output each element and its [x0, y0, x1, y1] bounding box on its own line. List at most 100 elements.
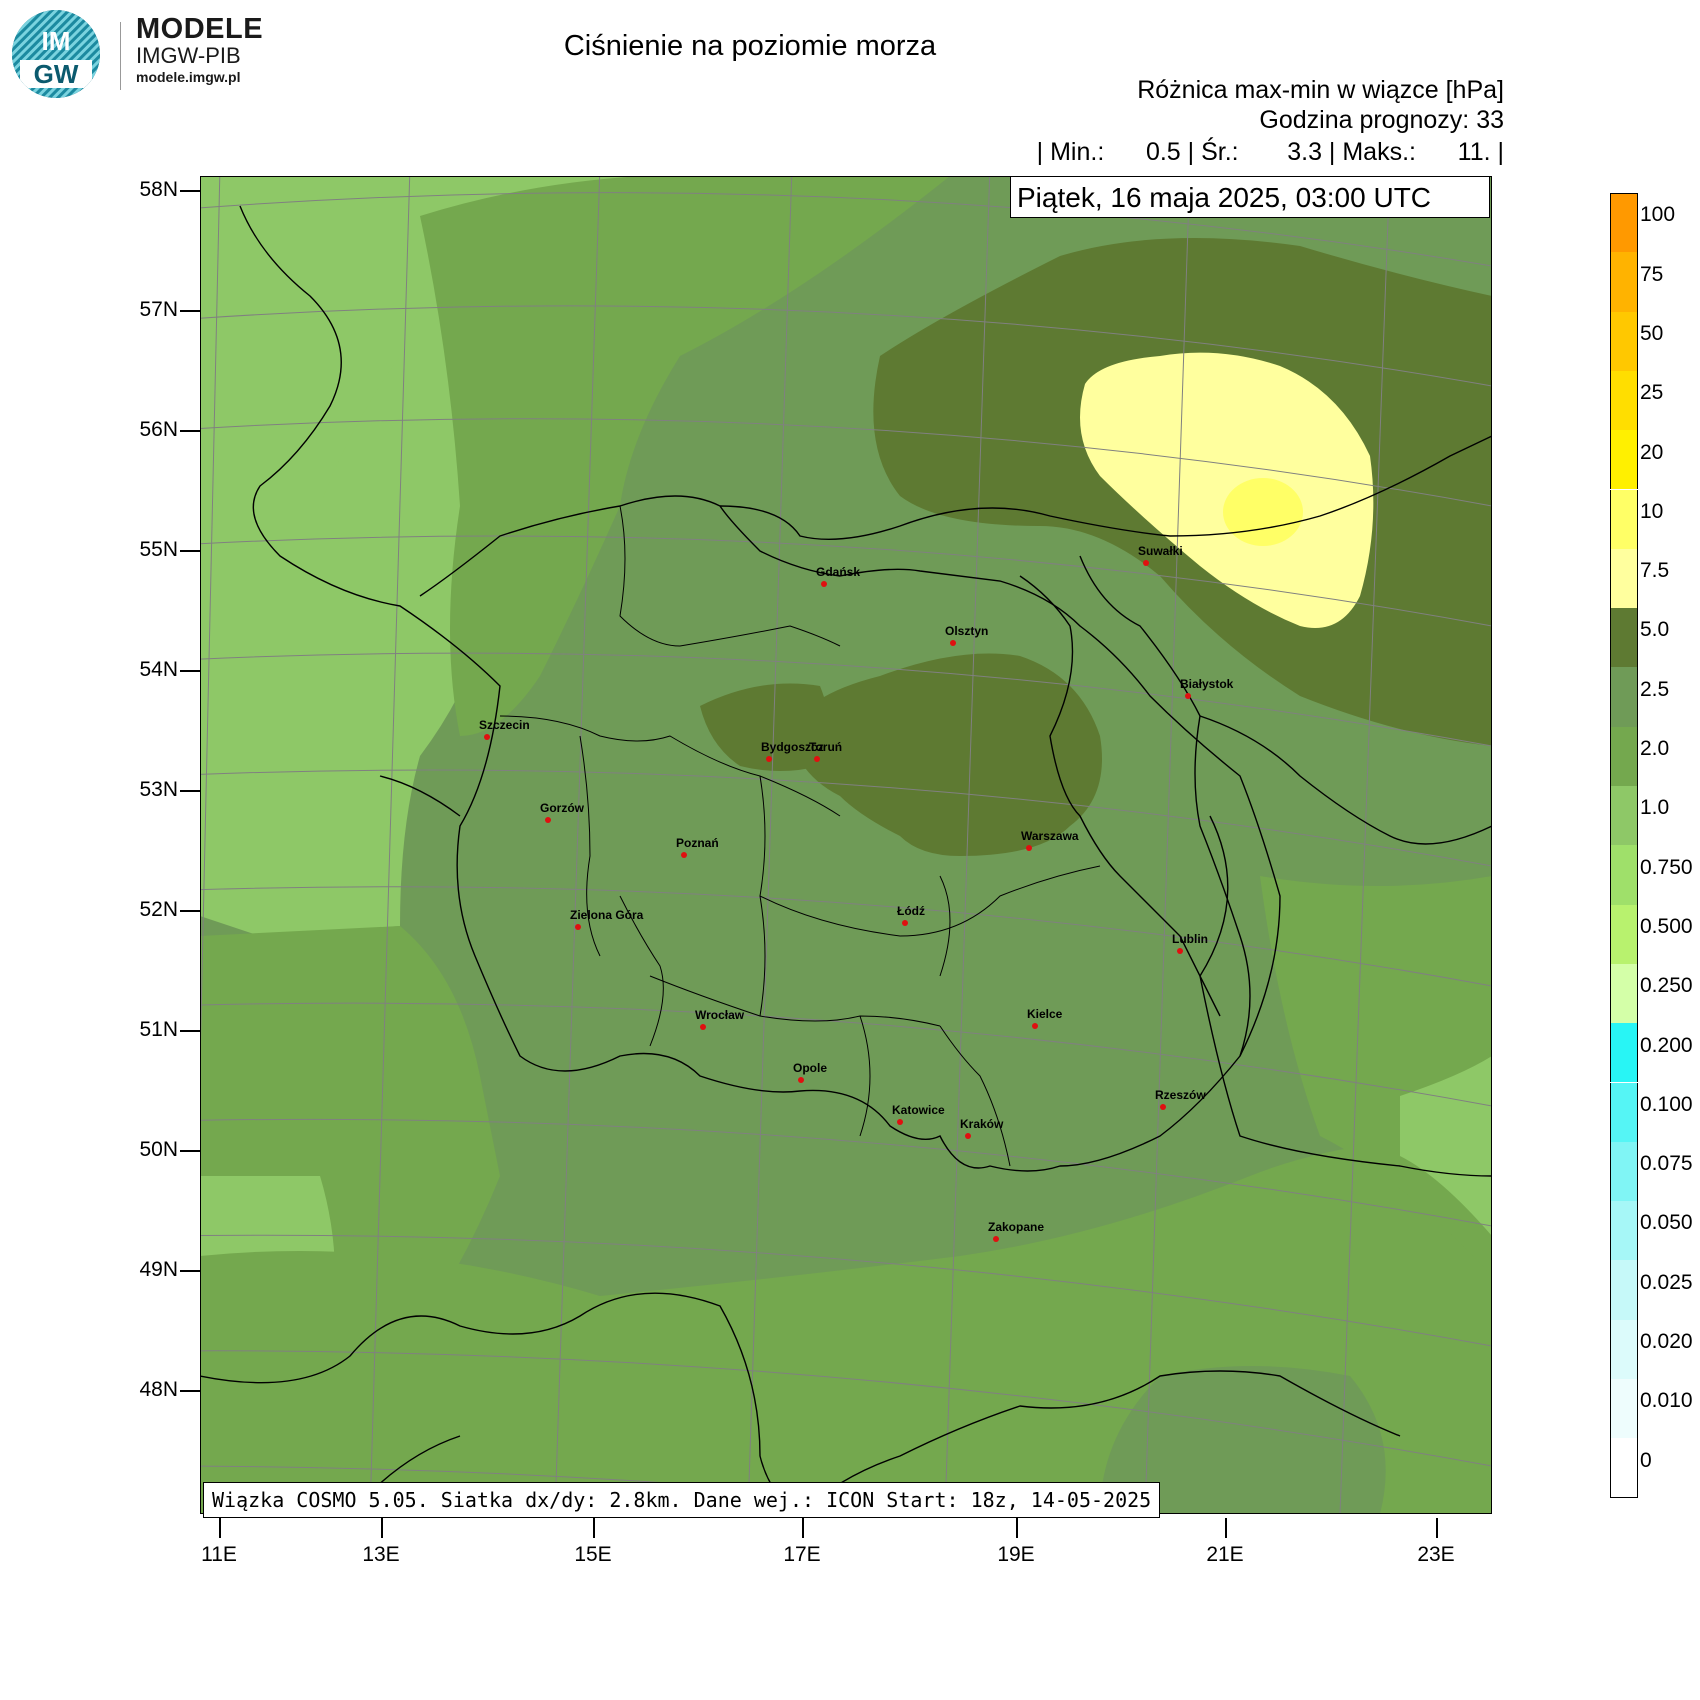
- lat-tick: [180, 1030, 200, 1032]
- lon-tick: [1016, 1518, 1018, 1538]
- legend-swatch: [1610, 845, 1638, 905]
- legend-swatch: [1610, 193, 1638, 253]
- city-dot: [1177, 948, 1183, 954]
- lat-label-56N: 56N: [139, 418, 178, 441]
- cities-layer: Gdańsk Suwałki Olsztyn Białystok Szczecin Byd…: [479, 544, 1234, 1242]
- logo-text: MODELE IMGW-PIB modele.imgw.pl: [136, 14, 263, 86]
- logo-brand: MODELE: [136, 13, 264, 45]
- map-subtitle: Różnica max-min w wiązce [hPa]: [1137, 76, 1504, 104]
- legend-swatch: [1610, 667, 1638, 727]
- field-dark-sse: [1100, 1366, 1386, 1514]
- lat-tick: [180, 1150, 200, 1152]
- graticule: [200, 176, 1492, 1514]
- city-dot: [950, 640, 956, 646]
- city-dot: [484, 734, 490, 740]
- lon-label-15E: 15E: [574, 1543, 612, 1566]
- legend-swatch: [1610, 786, 1638, 846]
- lat-tick: [180, 190, 200, 192]
- legend-label: 75: [1640, 262, 1664, 286]
- lat-label-48N: 48N: [139, 1378, 178, 1401]
- legend-swatch: [1610, 1082, 1638, 1142]
- city-dot: [1185, 693, 1191, 699]
- legend-swatch: [1610, 726, 1638, 786]
- city-label: Łódź: [897, 904, 925, 918]
- legend-label: 0.100: [1640, 1092, 1693, 1116]
- lat-tick: [180, 910, 200, 912]
- city-label: Suwałki: [1138, 544, 1183, 558]
- city-label: Kraków: [960, 1117, 1004, 1131]
- lon-label-17E: 17E: [783, 1543, 821, 1566]
- city-label: Białystok: [1180, 677, 1234, 691]
- legend-swatch: [1610, 1319, 1638, 1379]
- legend-label: 0: [1640, 1448, 1652, 1472]
- logo-url: modele.imgw.pl: [136, 69, 241, 85]
- field-yellow-max: [1223, 478, 1303, 546]
- lon-tick: [593, 1518, 595, 1538]
- city-dot: [1026, 845, 1032, 851]
- logo-sub: IMGW-PIB: [136, 43, 241, 68]
- field-mid-north: [420, 176, 950, 736]
- lat-label-57N: 57N: [139, 298, 178, 321]
- legend-label: 0.025: [1640, 1270, 1693, 1294]
- logo-divider: [120, 22, 121, 90]
- logo-mark-top: IM: [42, 26, 71, 56]
- city-dot: [814, 756, 820, 762]
- lat-tick: [180, 310, 200, 312]
- legend-label: 0.500: [1640, 914, 1693, 938]
- lat-label-55N: 55N: [139, 538, 178, 561]
- legend-label: 100: [1640, 203, 1676, 227]
- legend-label: 0.075: [1640, 1152, 1693, 1176]
- map-area: Gdańsk Suwałki Olsztyn Białystok Szczecin Byd…: [200, 176, 1492, 1514]
- legend-label: 20: [1640, 440, 1664, 464]
- lon-tick: [802, 1518, 804, 1538]
- stats-line: | Min.: 0.5 | Śr.: 3.3 | Maks.: 11. |: [1036, 138, 1504, 166]
- city-dot: [993, 1236, 999, 1242]
- city-dot: [766, 756, 772, 762]
- city-label: Gorzów: [540, 801, 585, 815]
- lat-tick: [180, 1390, 200, 1392]
- legend-swatch: [1610, 1023, 1638, 1083]
- legend-label: 10: [1640, 499, 1664, 523]
- lat-label-52N: 52N: [139, 898, 178, 921]
- city-dot: [681, 852, 687, 858]
- city-label: Katowice: [892, 1103, 945, 1117]
- lat-label-58N: 58N: [139, 178, 178, 201]
- city-dot: [700, 1024, 706, 1030]
- city-label: Szczecin: [479, 718, 530, 732]
- legend-label: 0.200: [1640, 1033, 1693, 1057]
- city-label: Toruń: [809, 740, 842, 754]
- city-label: Wrocław: [695, 1008, 745, 1022]
- logo-mark-bottom: GW: [34, 59, 79, 89]
- city-dot: [1143, 560, 1149, 566]
- legend-swatch: [1610, 1141, 1638, 1202]
- legend-swatch: [1610, 311, 1638, 371]
- legend-label: 0.010: [1640, 1389, 1693, 1413]
- city-label: Lublin: [1172, 932, 1208, 946]
- city-dot: [798, 1077, 804, 1083]
- lat-tick: [180, 550, 200, 552]
- lon-tick: [219, 1518, 221, 1538]
- legend-label: 2.5: [1640, 677, 1670, 701]
- city-dot: [902, 920, 908, 926]
- lon-tick: [381, 1518, 383, 1538]
- map-title: Ciśnienie na poziomie morza: [563, 30, 937, 62]
- legend-label: 25: [1640, 381, 1664, 405]
- city-dot: [575, 924, 581, 930]
- legend-label: 7.5: [1640, 559, 1670, 583]
- lat-label-54N: 54N: [139, 658, 178, 681]
- lon-label-23E: 23E: [1417, 1543, 1455, 1566]
- valid-date-box: Piątek, 16 maja 2025, 03:00 UTC: [1010, 176, 1490, 218]
- legend-label: 0.250: [1640, 974, 1693, 998]
- city-label: Bydgoszcz: [761, 740, 824, 754]
- lon-label-13E: 13E: [362, 1543, 400, 1566]
- imgw-logo: IM GW: [12, 10, 100, 98]
- field-light-north: [200, 176, 440, 506]
- legend-label: 2.0: [1640, 737, 1670, 760]
- city-dot: [545, 817, 551, 823]
- lon-label-19E: 19E: [997, 1543, 1035, 1566]
- model-info-box: Wiązka COSMO 5.05. Siatka dx/dy: 2.8km. …: [203, 1482, 1161, 1518]
- city-label: Zakopane: [988, 1220, 1044, 1234]
- map-field: Gdańsk Suwałki Olsztyn Białystok Szczecin Byd…: [200, 176, 1492, 1514]
- lat-tick: [180, 790, 200, 792]
- lat-tick: [180, 670, 200, 672]
